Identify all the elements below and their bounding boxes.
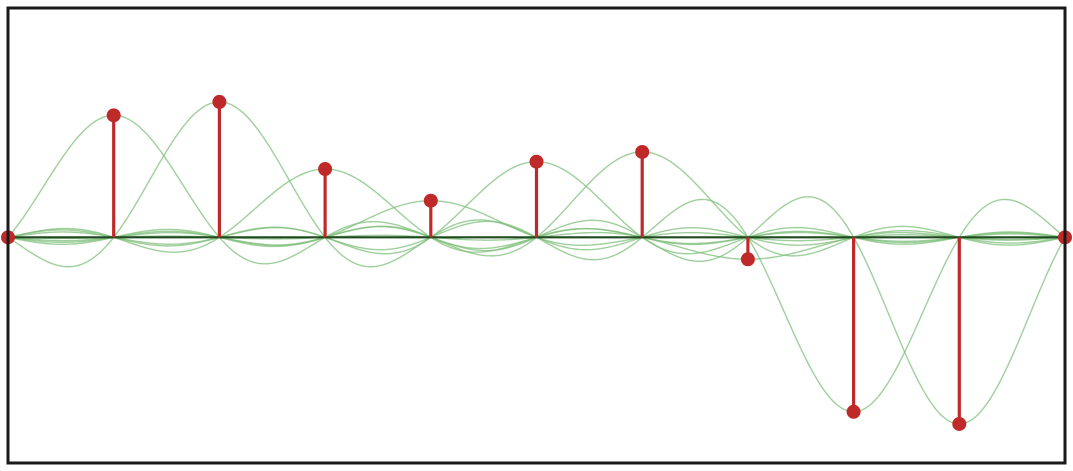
stem-marker-6 bbox=[635, 144, 650, 159]
stem-marker-3 bbox=[318, 162, 333, 177]
stem-marker-7 bbox=[740, 252, 755, 267]
stem-marker-1 bbox=[106, 108, 121, 123]
stem-marker-9 bbox=[952, 416, 967, 431]
plot-frame-border bbox=[6, 6, 1067, 465]
stem-marker-4 bbox=[423, 193, 438, 208]
stem-marker-5 bbox=[529, 154, 544, 169]
stems bbox=[112, 101, 961, 424]
stem-marker-8 bbox=[846, 404, 861, 419]
stem-marker-2 bbox=[212, 94, 227, 109]
